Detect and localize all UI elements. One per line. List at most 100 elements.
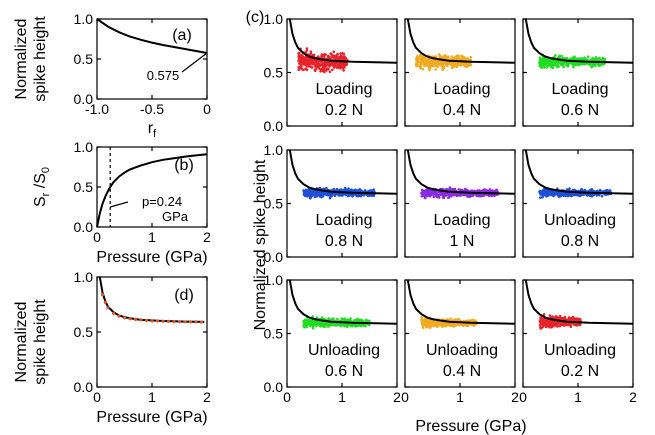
panel-c-point [448,186,452,189]
panel-c-point [415,60,419,64]
panel-c-condition-line1: Loading [434,81,491,98]
panel-c-point [338,323,341,327]
panel-c-point [355,318,358,321]
panel-c-point [302,59,305,63]
panel-d-marker [166,319,171,323]
panel-c-point [339,63,343,66]
panel-c-point [327,55,330,59]
panel-c-point [298,62,302,65]
panel-c-point [343,65,346,69]
panel-d-marker [128,317,132,321]
panel-c-point [476,189,479,192]
panel-c-point [305,195,309,198]
panel-c-point [340,54,343,58]
panel-c-condition-line1: Loading [316,81,373,98]
panel-c-point [435,193,439,196]
panel-c-point [447,55,450,58]
panel-c-point [542,313,546,316]
panel-c-point [446,192,449,196]
panel-c-point [559,61,563,65]
panel-c-point [551,66,555,70]
panel-c-point [322,53,326,56]
panel-c-point [324,63,328,67]
panel-c-point [310,61,314,64]
panel-c-point [332,187,336,191]
panel-b-curve [96,153,208,228]
panel-c-point [342,52,346,56]
panel-c-point [422,320,426,324]
panel-c-point [453,63,456,67]
panel-c-point [300,58,303,62]
panel-c-point [320,53,324,56]
panel-c-point [556,322,559,326]
panel-c-point [575,58,578,61]
panel-d-marker [144,318,149,322]
panel-c-point [545,58,548,62]
panel-d-marker [172,320,176,324]
panel-c-point [343,324,346,328]
panel-c-point [441,61,445,65]
panel-c-point [554,63,557,67]
panel-c-sub-xtick-label: 2 [629,389,637,405]
panel-c-point [327,193,331,197]
panel-c-condition-line2: 0.6 N [561,102,599,119]
panel-c-point [490,194,494,198]
panel-c-point [421,67,425,71]
panel-c-point [604,189,608,192]
panel-d: 0 1 2 0.0 0.5 1.0 (d) Pressure (GPa) Normalized s… [13,269,211,426]
panel-c-point [561,56,565,60]
panel-c-point [347,194,350,198]
panel-c-point [326,325,330,328]
panel-d-marker [194,320,198,324]
panel-c-point [357,189,360,192]
panel-c-subplot: Loading 0.4 N [404,18,516,127]
panel-c-point [539,65,542,68]
panel-b-xtick-label: 0 [93,229,101,245]
panel-c-point [455,57,459,61]
panel-c-point [586,194,589,197]
panel-c-point [329,52,333,55]
panel-c-sub-ytick-label: 0.5 [264,326,284,342]
panel-a-curve [96,18,208,54]
panel-a-xlabel: rf [148,120,157,140]
panel-c-point [488,188,492,191]
panel-c-point [453,57,457,61]
panel-c-point [427,67,431,70]
panel-d-marker [139,318,143,322]
panel-c-point [308,65,311,68]
panel-c-point [548,314,552,317]
panel-c-point [339,188,343,191]
panel-c-point [544,190,547,193]
panel-c-point [309,321,312,324]
panel-c-point [331,68,334,72]
panel-c-point [594,56,598,59]
panel-c-point [363,189,367,192]
panel-c-point [541,196,544,199]
panel-c-sub-ytick-label: 1.0 [264,11,284,27]
panel-c-point [316,192,320,195]
panel-c-point [304,320,308,324]
panel-a-annotation-line [181,52,208,73]
panel-c-fit-curve [406,149,516,195]
panel-c-point [323,192,327,195]
panel-c-subplot: Loading 0.6 N [522,18,634,127]
panel-c-point [439,63,442,66]
panel-c-condition-line2: 0.6 N [325,363,363,380]
panel-c-point [428,319,432,323]
panel-c-point [538,62,541,65]
panel-c-point [308,323,312,327]
panel-c-point [319,190,323,194]
panel-c-point [465,324,469,328]
panel-c-subplot: Loading 1 N [404,149,516,258]
panel-c-point [340,318,344,322]
panel-c-point [584,62,587,65]
panel-c-ylabel: Normalized spike height [252,159,269,330]
panel-c-point [542,323,546,326]
panel-a-xtick-label: -0.5 [140,101,164,117]
panel-d-marker [177,320,182,324]
panel-c-point [327,317,330,320]
panel-c-point [311,315,315,318]
panel-c-point [461,56,465,60]
panel-c-point [429,60,432,63]
